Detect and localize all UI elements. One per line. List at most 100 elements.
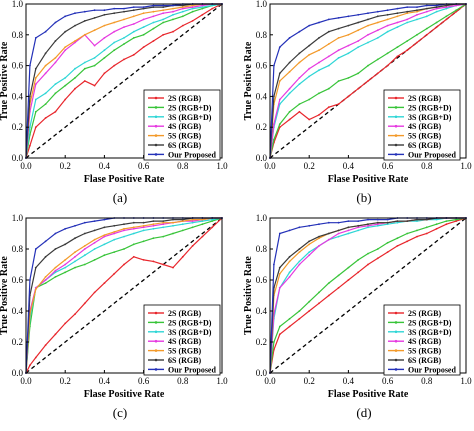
- data-point: [298, 226, 301, 229]
- data-point: [172, 224, 174, 227]
- x-tick-label: 0.2: [60, 161, 71, 171]
- x-tick-label: 0.8: [177, 161, 189, 171]
- data-point: [201, 220, 204, 223]
- data-point: [29, 279, 31, 281]
- data-point: [181, 255, 184, 258]
- data-point: [142, 226, 145, 229]
- data-point: [34, 248, 37, 250]
- data-point: [181, 229, 184, 232]
- legend-label: 2S (RGB+D): [168, 103, 212, 112]
- data-point: [113, 224, 116, 227]
- data-point: [278, 333, 281, 336]
- data-point: [318, 237, 320, 240]
- data-point: [308, 67, 311, 70]
- data-point: [191, 218, 194, 221]
- series-line: [269, 3, 466, 159]
- y-tick-label: 0.8: [256, 30, 268, 40]
- data-point: [142, 221, 145, 224]
- data-point: [386, 30, 389, 33]
- legend-label: 2S (RGB+D): [408, 103, 452, 112]
- data-point: [132, 53, 135, 56]
- legend-marker: [154, 321, 158, 324]
- data-point: [142, 259, 145, 261]
- data-point: [386, 251, 389, 254]
- legend: 2S (RGB)2S (RGB+D)3S (RGB+D)4S (RGB)5S (…: [143, 89, 221, 161]
- data-point: [288, 92, 291, 95]
- data-point: [152, 6, 155, 8]
- panel-label: (b): [356, 190, 371, 205]
- legend-label: 6S (RGB): [408, 141, 441, 150]
- data-point: [376, 15, 379, 18]
- data-point: [367, 263, 369, 266]
- series-line: [25, 3, 222, 159]
- series-line: [269, 3, 466, 159]
- data-point: [142, 12, 145, 15]
- data-point: [54, 333, 57, 336]
- legend-label: 2S (RGB): [168, 94, 201, 103]
- data-point: [34, 288, 37, 291]
- data-point: [347, 24, 350, 27]
- data-point: [181, 6, 184, 8]
- data-point: [83, 33, 86, 36]
- data-point: [278, 98, 281, 101]
- series-line: [25, 3, 222, 159]
- y-tick-label: 1.0: [256, 213, 268, 223]
- y-tick-label: 0.0: [12, 153, 24, 163]
- panel-label: (a): [113, 190, 127, 205]
- data-point: [367, 12, 369, 15]
- data-point: [44, 52, 47, 55]
- data-point: [172, 221, 174, 224]
- data-point: [201, 235, 204, 238]
- x-tick-label: 0.4: [99, 376, 111, 386]
- data-point: [44, 72, 47, 75]
- data-point: [308, 251, 311, 254]
- data-point: [367, 252, 369, 255]
- data-point: [327, 43, 330, 45]
- x-tick-label: 1.0: [216, 376, 228, 386]
- data-point: [152, 220, 155, 223]
- y-tick-label: 0.8: [12, 244, 24, 254]
- data-point: [376, 221, 379, 224]
- data-point: [113, 21, 116, 24]
- data-point: [396, 21, 399, 24]
- data-point: [103, 9, 106, 12]
- data-point: [376, 37, 379, 39]
- data-point: [142, 18, 145, 21]
- data-point: [347, 229, 350, 232]
- x-tick-label: 0.2: [304, 161, 315, 171]
- data-point: [298, 103, 301, 105]
- data-point: [162, 21, 165, 24]
- x-tick-label: 0.6: [138, 161, 150, 171]
- data-point: [162, 223, 165, 226]
- data-point: [74, 87, 76, 90]
- data-point: [113, 64, 116, 67]
- data-point: [278, 46, 281, 48]
- data-point: [308, 310, 311, 312]
- series-line: [269, 217, 467, 374]
- data-point: [54, 40, 57, 42]
- data-point: [113, 272, 116, 275]
- data-point: [327, 238, 330, 241]
- data-point: [191, 4, 194, 7]
- data-point: [298, 52, 301, 55]
- data-point: [123, 227, 125, 230]
- series-line: [269, 3, 467, 159]
- data-point: [132, 30, 135, 33]
- data-point: [64, 77, 67, 79]
- data-point: [396, 26, 399, 28]
- data-point: [425, 4, 428, 7]
- data-point: [278, 80, 281, 82]
- data-point: [416, 33, 418, 36]
- data-point: [54, 276, 57, 278]
- data-point: [357, 226, 360, 229]
- y-tick-label: 0.8: [256, 244, 268, 254]
- data-point: [347, 226, 350, 229]
- data-point: [337, 229, 340, 232]
- data-point: [386, 218, 389, 221]
- legend-label: 5S (RGB): [408, 132, 441, 141]
- data-point: [376, 224, 379, 227]
- y-tick-label: 0.2: [256, 337, 267, 347]
- data-point: [425, 27, 428, 30]
- data-point: [83, 61, 86, 64]
- data-point: [396, 12, 399, 15]
